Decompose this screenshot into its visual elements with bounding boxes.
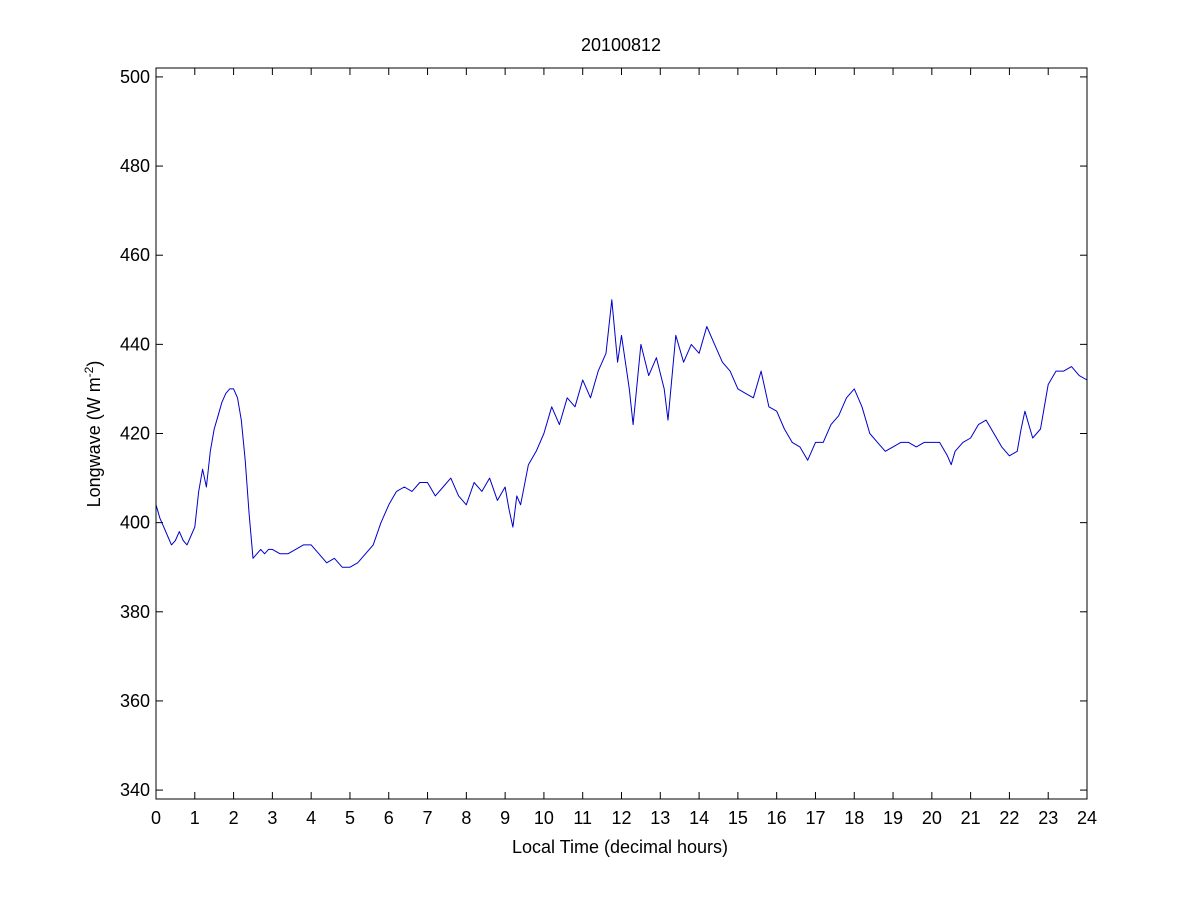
x-tick-label: 2 bbox=[229, 808, 239, 828]
x-tick-label: 10 bbox=[534, 808, 554, 828]
x-tick-label: 13 bbox=[650, 808, 670, 828]
y-axis-ticks: 340 360 380 400 420 440 460 480 500 bbox=[120, 67, 1087, 800]
x-tick-label: 23 bbox=[1038, 808, 1058, 828]
y-tick-label: 440 bbox=[120, 334, 150, 354]
x-tick-label: 11 bbox=[573, 808, 592, 828]
x-tick-label: 14 bbox=[689, 808, 709, 828]
series-line bbox=[155, 299, 1088, 568]
x-axis-label: Local Time (decimal hours) bbox=[512, 837, 728, 857]
x-tick-label: 7 bbox=[423, 808, 433, 828]
y-axis-label-main: Longwave (W m bbox=[84, 377, 104, 507]
plot-frame bbox=[155, 67, 1088, 800]
x-tick-label: 0 bbox=[151, 808, 161, 828]
x-tick-label: 9 bbox=[500, 808, 510, 828]
x-tick-label: 15 bbox=[728, 808, 748, 828]
x-tick-label: 16 bbox=[767, 808, 787, 828]
x-tick-label: 12 bbox=[611, 808, 631, 828]
y-tick-label: 400 bbox=[120, 513, 150, 533]
x-tick-label: 8 bbox=[461, 808, 471, 828]
y-tick-label: 380 bbox=[120, 602, 150, 622]
x-tick-label: 21 bbox=[961, 808, 981, 828]
x-tick-label: 18 bbox=[844, 808, 864, 828]
y-tick-label: 360 bbox=[120, 691, 150, 711]
x-tick-label: 3 bbox=[267, 808, 277, 828]
y-axis-label: Longwave (W m-2) bbox=[82, 361, 104, 508]
y-axis-label-close: ) bbox=[84, 361, 104, 367]
y-tick-label: 480 bbox=[120, 156, 150, 176]
y-tick-label: 500 bbox=[120, 67, 150, 87]
x-tick-label: 22 bbox=[999, 808, 1019, 828]
x-tick-label: 1 bbox=[190, 808, 200, 828]
x-tick-label: 6 bbox=[384, 808, 394, 828]
x-tick-label: 20 bbox=[922, 808, 942, 828]
x-tick-label: 17 bbox=[805, 808, 825, 828]
x-tick-label: 19 bbox=[883, 808, 903, 828]
series-group bbox=[155, 299, 1088, 568]
y-tick-label: 420 bbox=[120, 424, 150, 444]
x-tick-label: 5 bbox=[345, 808, 355, 828]
chart-title: 20100812 bbox=[581, 35, 661, 55]
y-axis-label-superscript: -2 bbox=[82, 366, 96, 377]
y-tick-label: 340 bbox=[120, 780, 150, 800]
x-axis-ticks: 0 1 2 3 4 5 6 7 8 9 10 11 12 13 14 15 16 17 18 19 20 21 22 23 24 bbox=[151, 68, 1097, 828]
x-tick-label: 4 bbox=[306, 808, 316, 828]
x-tick-label: 24 bbox=[1077, 808, 1097, 828]
y-tick-label: 460 bbox=[120, 245, 150, 265]
